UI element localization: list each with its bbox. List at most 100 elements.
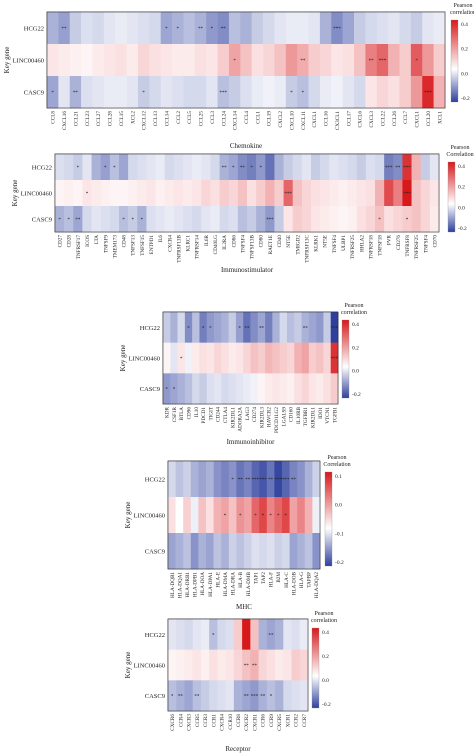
legend-tick-label: 0.0 — [322, 678, 329, 684]
heatmap-cell — [301, 342, 310, 374]
heatmap-cell — [119, 154, 129, 181]
significance-label: *** — [259, 478, 267, 483]
heatmap-cell — [233, 680, 243, 712]
heatmap-border — [54, 153, 440, 233]
heatmap-cell — [199, 373, 208, 405]
heatmap-cell — [217, 44, 230, 77]
heatmap-cell — [319, 44, 332, 77]
heatmap-cell — [55, 206, 65, 233]
column-label: CCR9 — [269, 714, 275, 727]
heatmap-cell — [160, 12, 173, 45]
heatmap-cell — [258, 619, 268, 650]
column-label: CCL25 — [199, 111, 205, 127]
significance-label: ** — [194, 695, 200, 700]
heatmap-cell — [221, 497, 230, 534]
heatmap-cell — [365, 44, 378, 77]
heatmap-panel-5: * **** *** ** ** ** *** ** *HCG22LINC00460CASC9C… — [124, 611, 337, 753]
heatmap-cell — [429, 180, 440, 207]
column-label: CCL24 — [221, 111, 227, 127]
significance-label: * — [233, 59, 236, 64]
heatmap-cell — [308, 44, 321, 77]
column-label: HLA-DRA — [231, 572, 237, 596]
heatmap-cell — [137, 76, 150, 109]
heatmap-cell — [283, 649, 292, 681]
heatmap-cell — [331, 12, 343, 45]
column-label: KDR — [165, 406, 171, 417]
heatmap-cell — [82, 180, 92, 207]
heatmap-cell — [286, 373, 295, 405]
heatmap-cell — [265, 206, 275, 233]
heatmap-cell — [393, 206, 403, 233]
heatmap-cell — [410, 76, 423, 109]
heatmap-cell — [73, 154, 83, 181]
heatmap-cell — [91, 180, 102, 207]
significance-label: * — [259, 166, 262, 171]
heatmap-cell — [429, 206, 440, 233]
column-label: ULBP1 — [341, 235, 347, 251]
legend-tick-label: 0.4 — [458, 164, 465, 170]
heatmap-cell — [170, 312, 178, 343]
significance-label: * — [131, 218, 134, 223]
heatmap-cell — [155, 180, 166, 207]
column-label: IL10 — [194, 407, 200, 417]
heatmap-cell — [206, 76, 218, 109]
heatmap-cell — [375, 206, 385, 233]
heatmap-cell — [228, 373, 237, 405]
heatmap-cell — [342, 12, 355, 45]
legend-tick-label: 0.2 — [352, 345, 359, 351]
heatmap-cell — [266, 461, 275, 498]
heatmap-cell — [308, 312, 317, 343]
heatmap-cell — [228, 497, 237, 534]
heatmap-cell — [330, 312, 339, 343]
heatmap-cell — [250, 649, 259, 681]
heatmap-cell — [410, 44, 423, 77]
significance-label: ** — [73, 91, 79, 96]
column-label: KIR2DL1 — [310, 407, 316, 428]
heatmap-cell — [237, 154, 248, 181]
heatmap-cell — [316, 373, 324, 405]
significance-label: * — [202, 326, 205, 331]
heatmap-cell — [294, 373, 302, 405]
heatmap-cell — [347, 180, 358, 207]
heatmap-cell — [209, 680, 218, 712]
heatmap-cell — [81, 44, 93, 77]
heatmap-cell — [292, 206, 303, 233]
heatmap-cell — [388, 44, 400, 77]
heatmap-cell — [183, 12, 196, 45]
heatmap-cell — [91, 154, 102, 181]
column-label: CXCR6 — [170, 714, 176, 731]
column-label: HLA-E — [215, 572, 221, 588]
significance-label: *** — [282, 478, 290, 483]
significance-label: * — [254, 514, 257, 519]
heatmap-cell — [244, 533, 252, 570]
heatmap-cell — [365, 76, 378, 109]
heatmap-cell — [183, 44, 196, 77]
heatmap-cell — [299, 649, 309, 681]
significance-label: * — [212, 633, 215, 638]
heatmap-cell — [312, 533, 321, 570]
heatmap-cell — [251, 497, 260, 534]
heatmap-cell — [297, 44, 309, 77]
heatmap-cell — [258, 680, 268, 712]
heatmap-cell — [294, 312, 302, 343]
heatmap-cell — [177, 342, 186, 374]
column-label: ICOS — [85, 235, 91, 247]
significance-label: ** — [395, 166, 401, 171]
row-label: LINC00460 — [134, 663, 165, 670]
heatmap-cell — [329, 154, 339, 181]
significance-label: * — [238, 326, 241, 331]
heatmap-cell — [297, 12, 309, 45]
significance-label: * — [171, 695, 174, 700]
heatmap-cell — [183, 533, 192, 570]
heatmap-cell — [347, 154, 358, 181]
heatmap-cell — [338, 180, 348, 207]
heatmap-cell — [225, 680, 235, 712]
heatmap-cell — [103, 76, 116, 109]
heatmap-cell — [311, 154, 321, 181]
heatmap-cell — [411, 180, 422, 207]
heatmap-cell — [206, 461, 214, 498]
heatmap-cell — [399, 76, 412, 109]
heatmap-cell — [194, 76, 207, 109]
heatmap-cell — [91, 206, 102, 233]
heatmap-cell — [399, 12, 412, 45]
